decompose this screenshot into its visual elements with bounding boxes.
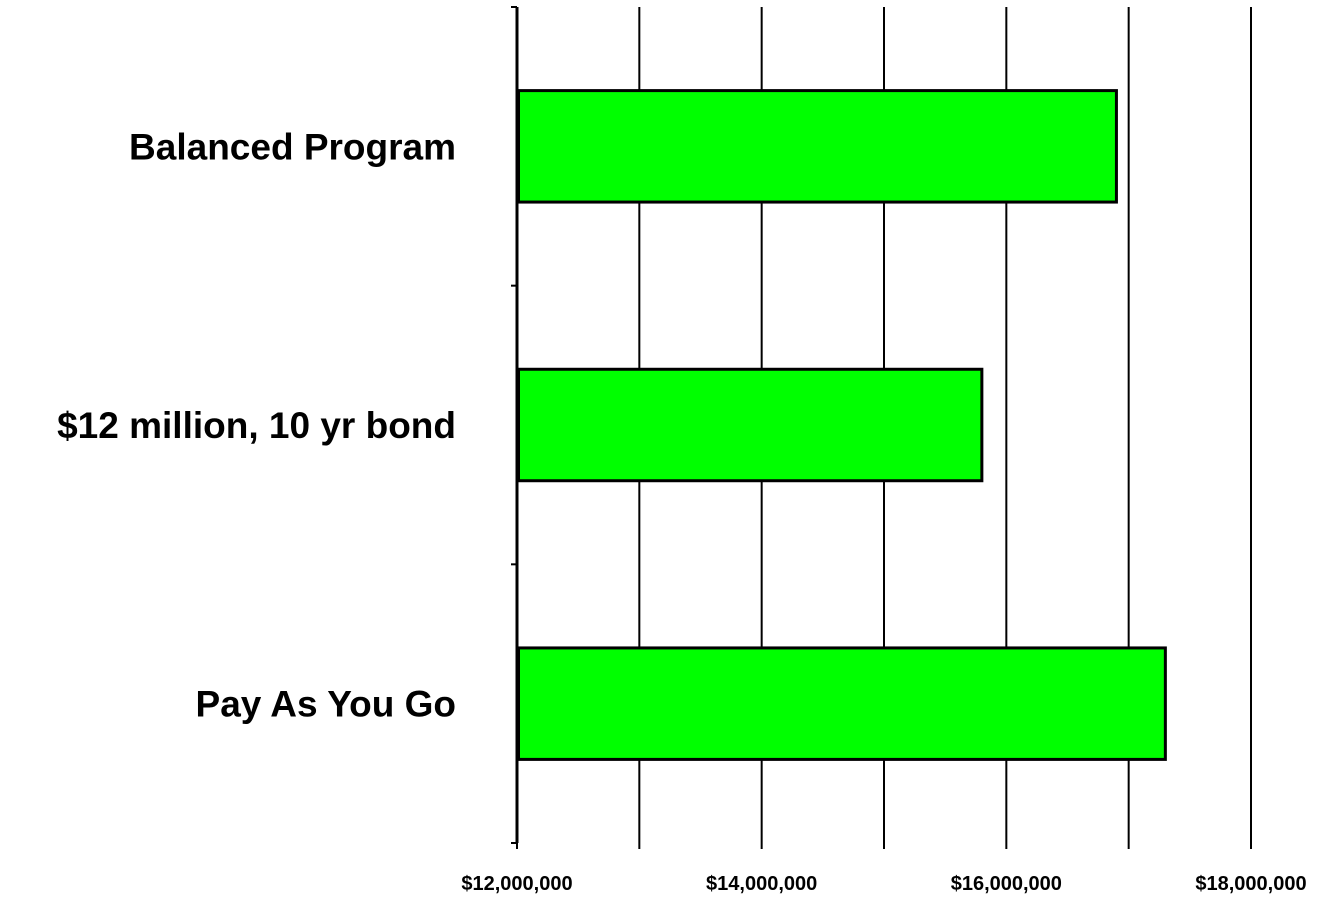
- bar-pay-as-you-go: [517, 646, 1167, 761]
- x-tick-label: $16,000,000: [951, 873, 1062, 895]
- category-label: $12 million, 10 yr bond: [57, 405, 456, 446]
- category-label: Pay As You Go: [196, 684, 456, 725]
- axes: [511, 6, 1252, 849]
- x-tick-label: $18,000,000: [1195, 873, 1306, 895]
- bars: [517, 89, 1167, 761]
- category-labels: Balanced Program $12 million, 10 yr bond P…: [57, 126, 456, 724]
- bar-balanced-program: [517, 89, 1118, 204]
- x-tick-label: $12,000,000: [461, 873, 572, 895]
- bar-12-million-10-yr-bond: [517, 367, 984, 483]
- category-label: Balanced Program: [129, 126, 456, 167]
- x-tick-labels: $12,000,000 $14,000,000 $16,000,000 $18,000…: [461, 873, 1306, 895]
- x-tick-label: $14,000,000: [706, 873, 817, 895]
